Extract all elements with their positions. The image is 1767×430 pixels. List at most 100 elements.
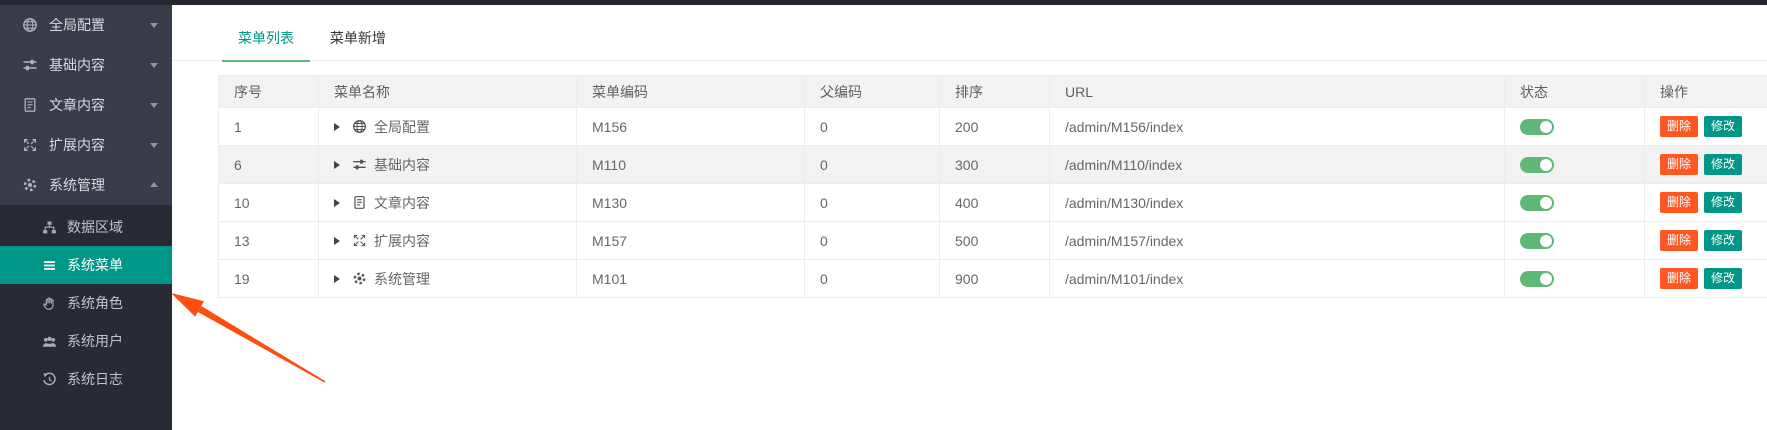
- cell-code: M157: [576, 221, 805, 260]
- cell-parent: 0: [804, 259, 940, 298]
- cell-operation: 删除 修改: [1644, 221, 1767, 260]
- cell-parent: 0: [804, 145, 940, 184]
- cell-sort: 400: [939, 183, 1050, 222]
- cell-operation: 删除 修改: [1644, 259, 1767, 298]
- sidebar-item-article-content[interactable]: 文章内容: [0, 85, 172, 125]
- cell-code: M156: [576, 107, 805, 146]
- cell-seq: 10: [218, 183, 319, 222]
- cell-name: 扩展内容: [318, 221, 577, 260]
- sidebar-item-system-manage[interactable]: 系统管理: [0, 165, 172, 205]
- sidebar-subitem-system-role[interactable]: 系统角色: [0, 284, 172, 322]
- modify-button[interactable]: 修改: [1704, 230, 1743, 251]
- sidebar-item-label: 文章内容: [49, 97, 105, 113]
- sidebar-subitem-data-area[interactable]: 数据区域: [0, 208, 172, 246]
- sidebar: 全局配置 基础内容 文章内容 扩展内容 系统管理 数据区域 系统菜单 系统角色: [0, 5, 172, 430]
- globe-icon: [22, 17, 38, 33]
- cell-name: 文章内容: [318, 183, 577, 222]
- sidebar-subitem-system-log[interactable]: 系统日志: [0, 360, 172, 398]
- tabs-bar: 菜单列表 菜单新增: [172, 17, 1767, 62]
- sitemap-icon: [42, 220, 57, 235]
- cell-sort: 900: [939, 259, 1050, 298]
- sidebar-item-basic-content[interactable]: 基础内容: [0, 45, 172, 85]
- col-header-parent: 父编码: [804, 75, 940, 108]
- status-toggle[interactable]: [1520, 233, 1554, 250]
- col-header-status: 状态: [1504, 75, 1645, 108]
- caret-right-icon[interactable]: [334, 198, 344, 207]
- menu-icon: [42, 258, 57, 273]
- menu-name-label: 基础内容: [374, 156, 430, 173]
- chevron-down-icon: [150, 23, 158, 32]
- modify-button[interactable]: 修改: [1704, 154, 1743, 175]
- delete-button[interactable]: 删除: [1660, 268, 1699, 289]
- sidebar-subitem-label: 系统用户: [67, 333, 123, 349]
- main-content: 菜单列表 菜单新增 序号 菜单名称 菜单编码 父编码 排序 URL 状态 操作 …: [172, 5, 1767, 430]
- col-header-sort: 排序: [939, 75, 1050, 108]
- cell-status: [1504, 259, 1645, 298]
- cell-sort: 300: [939, 145, 1050, 184]
- status-toggle[interactable]: [1520, 195, 1554, 212]
- cell-status: [1504, 145, 1645, 184]
- gear-icon: [352, 271, 367, 286]
- cell-url: /admin/M101/index: [1049, 259, 1505, 298]
- caret-right-icon[interactable]: [334, 122, 344, 131]
- col-header-seq: 序号: [218, 75, 319, 108]
- cell-code: M101: [576, 259, 805, 298]
- globe-icon: [352, 119, 367, 134]
- cell-url: /admin/M156/index: [1049, 107, 1505, 146]
- delete-button[interactable]: 删除: [1660, 230, 1699, 251]
- sidebar-item-global-config[interactable]: 全局配置: [0, 5, 172, 45]
- cell-status: [1504, 107, 1645, 146]
- modify-button[interactable]: 修改: [1704, 268, 1743, 289]
- expand-icon: [352, 233, 367, 248]
- modify-button[interactable]: 修改: [1704, 192, 1743, 213]
- status-toggle[interactable]: [1520, 271, 1554, 288]
- cell-operation: 删除 修改: [1644, 145, 1767, 184]
- delete-button[interactable]: 删除: [1660, 192, 1699, 213]
- cell-seq: 1: [218, 107, 319, 146]
- history-icon: [42, 372, 57, 387]
- sidebar-subitem-system-user[interactable]: 系统用户: [0, 322, 172, 360]
- delete-button[interactable]: 删除: [1660, 116, 1699, 137]
- chevron-down-icon: [150, 63, 158, 72]
- sidebar-item-label: 全局配置: [49, 17, 105, 33]
- table-row: 13 扩展内容 M157 0 500 /admin/M157/index 删除修…: [218, 221, 1767, 260]
- sidebar-item-label: 扩展内容: [49, 137, 105, 153]
- document-icon: [22, 97, 38, 113]
- menu-table: 序号 菜单名称 菜单编码 父编码 排序 URL 状态 操作 1 全局配置: [218, 75, 1767, 298]
- cell-status: [1504, 221, 1645, 260]
- caret-right-icon[interactable]: [334, 236, 344, 245]
- toggle-knob: [1540, 121, 1552, 134]
- gear-icon: [22, 177, 38, 193]
- sliders-icon: [22, 57, 38, 73]
- modify-button[interactable]: 修改: [1704, 116, 1743, 137]
- status-toggle[interactable]: [1520, 157, 1554, 174]
- col-header-url: URL: [1049, 75, 1505, 108]
- cell-code: M110: [576, 145, 805, 184]
- cell-operation: 删除 修改: [1644, 107, 1767, 146]
- hand-icon: [42, 296, 57, 311]
- tab-menu-list[interactable]: 菜单列表: [222, 17, 310, 62]
- sidebar-subitem-label: 系统菜单: [67, 257, 123, 273]
- sidebar-subitem-label: 系统日志: [67, 371, 123, 387]
- toggle-knob: [1540, 197, 1552, 210]
- sidebar-subitem-label: 数据区域: [67, 219, 123, 235]
- toggle-knob: [1540, 273, 1552, 286]
- menu-name-label: 全局配置: [374, 118, 430, 135]
- caret-right-icon[interactable]: [334, 274, 344, 283]
- chevron-down-icon: [150, 143, 158, 152]
- cell-code: M130: [576, 183, 805, 222]
- cell-seq: 13: [218, 221, 319, 260]
- delete-button[interactable]: 删除: [1660, 154, 1699, 175]
- cell-url: /admin/M110/index: [1049, 145, 1505, 184]
- sidebar-subitem-system-menu[interactable]: 系统菜单: [0, 246, 172, 284]
- sidebar-item-extend-content[interactable]: 扩展内容: [0, 125, 172, 165]
- expand-icon: [22, 137, 38, 153]
- table-row: 10 文章内容 M130 0 400 /admin/M130/index 删除修…: [218, 183, 1767, 222]
- sidebar-subitem-label: 系统角色: [67, 295, 123, 311]
- tab-menu-add[interactable]: 菜单新增: [329, 30, 386, 46]
- sidebar-item-label: 系统管理: [49, 177, 105, 193]
- status-toggle[interactable]: [1520, 119, 1554, 136]
- caret-right-icon[interactable]: [334, 160, 344, 169]
- table-row: 1 全局配置 M156 0 200 /admin/M156/index 删除 修改: [218, 107, 1767, 146]
- table-header-row: 序号 菜单名称 菜单编码 父编码 排序 URL 状态 操作: [218, 75, 1767, 108]
